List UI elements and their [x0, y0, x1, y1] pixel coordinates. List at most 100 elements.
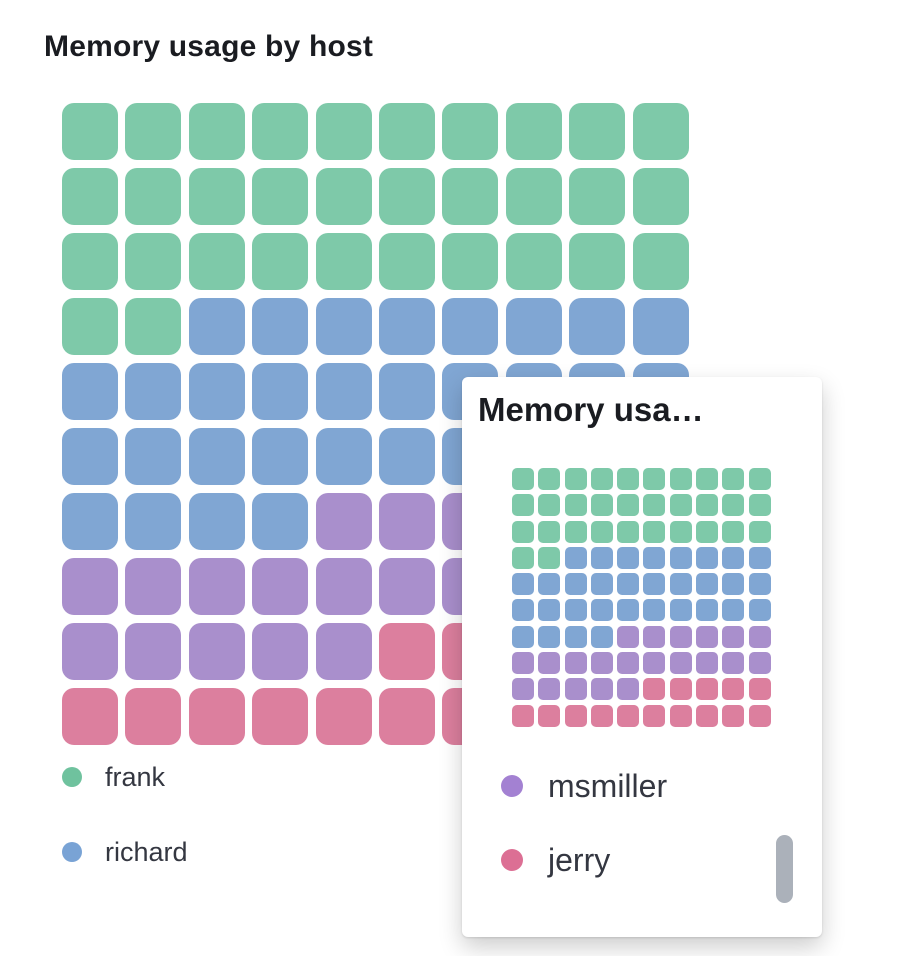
waffle-cell — [617, 625, 640, 648]
waffle-cell[interactable] — [125, 363, 182, 420]
waffle-cell[interactable] — [188, 233, 245, 290]
waffle-cell[interactable] — [632, 168, 689, 225]
waffle-cell[interactable] — [315, 623, 372, 680]
waffle-cell[interactable] — [62, 428, 118, 485]
waffle-cell — [722, 520, 745, 543]
waffle-cell[interactable] — [252, 558, 309, 615]
waffle-cell[interactable] — [188, 688, 245, 745]
waffle-cell[interactable] — [188, 168, 245, 225]
waffle-cell[interactable] — [315, 493, 372, 550]
waffle-cell[interactable] — [569, 103, 626, 160]
waffle-cell[interactable] — [125, 428, 182, 485]
waffle-cell[interactable] — [378, 168, 435, 225]
waffle-cell[interactable] — [188, 493, 245, 550]
waffle-cell[interactable] — [632, 233, 689, 290]
waffle-cell[interactable] — [315, 168, 372, 225]
waffle-cell[interactable] — [442, 103, 499, 160]
waffle-cell[interactable] — [125, 558, 182, 615]
waffle-cell[interactable] — [62, 363, 118, 420]
waffle-cell[interactable] — [252, 363, 309, 420]
legend-item-frank[interactable]: frank — [62, 760, 188, 794]
waffle-cell[interactable] — [505, 298, 562, 355]
waffle-cell — [564, 546, 587, 569]
waffle-cell[interactable] — [252, 428, 309, 485]
waffle-cell[interactable] — [252, 688, 309, 745]
waffle-cell[interactable] — [62, 298, 118, 355]
waffle-cell[interactable] — [315, 558, 372, 615]
waffle-cell[interactable] — [442, 168, 499, 225]
waffle-cell[interactable] — [315, 688, 372, 745]
waffle-cell[interactable] — [252, 233, 309, 290]
waffle-cell[interactable] — [125, 298, 182, 355]
waffle-cell[interactable] — [188, 428, 245, 485]
waffle-cell[interactable] — [378, 103, 435, 160]
waffle-cell[interactable] — [188, 298, 245, 355]
waffle-cell[interactable] — [505, 168, 562, 225]
waffle-cell[interactable] — [505, 233, 562, 290]
waffle-cell — [748, 573, 771, 596]
waffle-cell[interactable] — [378, 298, 435, 355]
waffle-cell[interactable] — [125, 103, 182, 160]
waffle-cell[interactable] — [378, 688, 435, 745]
waffle-cell[interactable] — [315, 428, 372, 485]
waffle-cell[interactable] — [62, 688, 118, 745]
waffle-cell[interactable] — [188, 558, 245, 615]
waffle-cell[interactable] — [125, 623, 182, 680]
waffle-cell[interactable] — [569, 298, 626, 355]
waffle-cell[interactable] — [62, 233, 118, 290]
waffle-cell — [669, 546, 692, 569]
waffle-cell[interactable] — [505, 103, 562, 160]
legend-item-jerry[interactable]: jerry — [501, 840, 667, 880]
waffle-cell — [590, 652, 613, 675]
waffle-cell — [722, 494, 745, 517]
legend-item-richard[interactable]: richard — [62, 835, 188, 869]
waffle-cell[interactable] — [315, 363, 372, 420]
waffle-cell[interactable] — [125, 688, 182, 745]
legend-dot-icon — [62, 842, 82, 862]
waffle-cell[interactable] — [125, 233, 182, 290]
legend-item-msmiller[interactable]: msmiller — [501, 766, 667, 806]
waffle-cell[interactable] — [125, 168, 182, 225]
waffle-cell — [512, 599, 534, 622]
waffle-cell — [590, 494, 613, 517]
waffle-cell[interactable] — [252, 623, 309, 680]
waffle-cell — [538, 704, 561, 727]
waffle-cell[interactable] — [62, 103, 118, 160]
waffle-cell[interactable] — [62, 623, 118, 680]
waffle-cell[interactable] — [62, 558, 118, 615]
waffle-cell[interactable] — [442, 233, 499, 290]
waffle-cell — [722, 546, 745, 569]
waffle-cell[interactable] — [62, 493, 118, 550]
waffle-cell[interactable] — [125, 493, 182, 550]
waffle-cell[interactable] — [252, 103, 309, 160]
waffle-cell[interactable] — [188, 363, 245, 420]
waffle-cell[interactable] — [632, 103, 689, 160]
waffle-cell[interactable] — [188, 103, 245, 160]
waffle-cell[interactable] — [252, 493, 309, 550]
waffle-cell[interactable] — [378, 493, 435, 550]
waffle-cell[interactable] — [252, 298, 309, 355]
waffle-cell[interactable] — [569, 233, 626, 290]
waffle-cell[interactable] — [378, 558, 435, 615]
chart-preview-popup[interactable]: Memory usa… msmiller jerry — [462, 377, 822, 937]
waffle-cell[interactable] — [62, 168, 118, 225]
waffle-cell[interactable] — [569, 168, 626, 225]
waffle-cell[interactable] — [188, 623, 245, 680]
waffle-cell — [722, 652, 745, 675]
waffle-cell[interactable] — [315, 103, 372, 160]
waffle-cell — [564, 652, 587, 675]
waffle-cell[interactable] — [632, 298, 689, 355]
waffle-cell — [643, 573, 666, 596]
waffle-cell[interactable] — [315, 298, 372, 355]
waffle-cell[interactable] — [315, 233, 372, 290]
legend-label: msmiller — [548, 767, 668, 804]
waffle-cell — [512, 678, 534, 701]
waffle-cell[interactable] — [378, 623, 435, 680]
scrollbar-thumb[interactable] — [776, 835, 793, 903]
waffle-cell[interactable] — [378, 363, 435, 420]
waffle-cell[interactable] — [252, 168, 309, 225]
waffle-cell[interactable] — [378, 428, 435, 485]
waffle-cell[interactable] — [378, 233, 435, 290]
waffle-cell[interactable] — [442, 298, 499, 355]
